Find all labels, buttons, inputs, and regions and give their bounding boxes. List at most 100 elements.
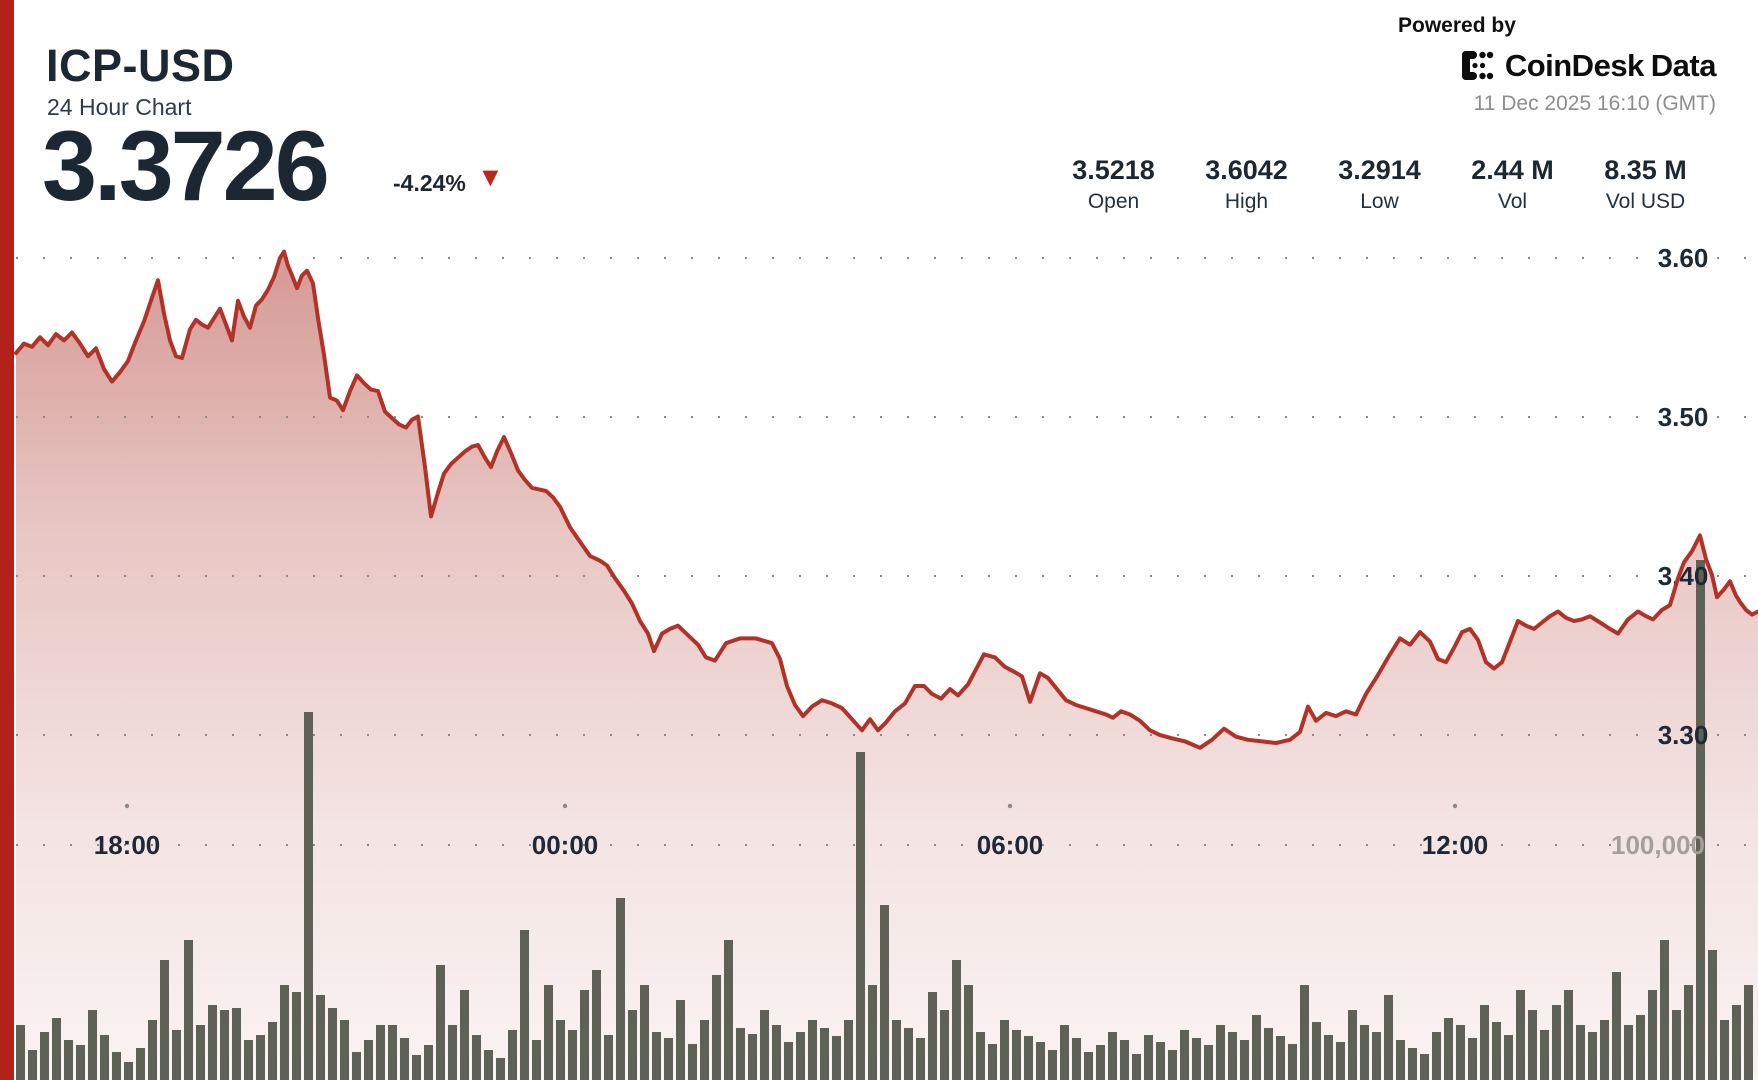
volume-bar [1564, 990, 1573, 1080]
stat-vol-usd: 8.35 M Vol USD [1579, 155, 1712, 214]
tick-dot [562, 803, 568, 809]
volume-bar [328, 1008, 337, 1080]
volume-bar [772, 1025, 781, 1080]
volume-bar [316, 995, 325, 1080]
volume-bar [388, 1025, 397, 1080]
volume-bar [1096, 1045, 1105, 1080]
volume-bar [88, 1010, 97, 1080]
volume-bar [580, 990, 589, 1080]
volume-bar [640, 985, 649, 1080]
volume-bar [184, 940, 193, 1080]
volume-bar [1444, 1018, 1453, 1080]
volume-bar [868, 985, 877, 1080]
volume-bar [1252, 1015, 1261, 1080]
volume-bar [448, 1025, 457, 1080]
price-area-fill [16, 251, 1758, 1080]
volume-bar [1588, 1032, 1597, 1080]
volume-bar [1216, 1025, 1225, 1080]
volume-bar [1204, 1045, 1213, 1080]
volume-bar [124, 1062, 133, 1080]
volume-bar [1132, 1054, 1141, 1080]
volume-bar [808, 1020, 817, 1080]
powered-by-label: Powered by [1398, 14, 1516, 37]
volume-bar [1300, 985, 1309, 1080]
volume-bar [568, 1030, 577, 1080]
volume-bar [1600, 1020, 1609, 1080]
volume-bar [712, 975, 721, 1080]
volume-bar [340, 1020, 349, 1080]
volume-bar [1408, 1048, 1417, 1080]
volume-bar [280, 985, 289, 1080]
volume-bar [940, 1010, 949, 1080]
volume-bar [1420, 1054, 1429, 1080]
low-value: 3.2914 [1338, 155, 1421, 185]
open-label: Open [1087, 189, 1140, 213]
volume-bar [976, 1032, 985, 1080]
volume-bar [1228, 1032, 1237, 1080]
volume-bar [892, 1020, 901, 1080]
stat-vol: 2.44 M Vol [1446, 155, 1579, 214]
volume-bar [28, 1050, 37, 1080]
volume-bar [1660, 940, 1669, 1080]
volume-bar [1720, 1020, 1729, 1080]
volume-bar [400, 1038, 409, 1080]
volume-bar [1264, 1028, 1273, 1080]
volume-bar [736, 1028, 745, 1080]
volume-bar [1036, 1042, 1045, 1080]
high-label: High [1224, 189, 1269, 213]
tick-dot [1007, 803, 1013, 809]
attribution-block: Powered by CoinDesk Data 11 Dec 2025 16:1… [1398, 14, 1717, 116]
volume-bar [724, 940, 733, 1080]
volume-bar [1012, 1030, 1021, 1080]
volume-bar [1456, 1025, 1465, 1080]
volume-bar [1048, 1050, 1057, 1080]
x-axis-label: 12:00 [1422, 830, 1489, 860]
volume-bar [760, 1010, 769, 1080]
volume-bar [616, 898, 625, 1080]
y-axis-label: 3.60 [1658, 243, 1709, 273]
volume-bar [1528, 1010, 1537, 1080]
volume-bar [556, 1020, 565, 1080]
volume-bar [544, 985, 553, 1080]
volume-bar [1696, 560, 1705, 1080]
volume-bar [496, 1058, 505, 1080]
volume-bar [652, 1032, 661, 1080]
brand-name: CoinDesk Data [1504, 47, 1717, 83]
volume-bar [1708, 950, 1717, 1080]
volume-bar [1396, 1040, 1405, 1080]
volume-bar [148, 1020, 157, 1080]
x-axis-label: 18:00 [94, 830, 161, 860]
volume-bar [1372, 1032, 1381, 1080]
volume-bar [1384, 995, 1393, 1080]
volume-bar [832, 1036, 841, 1080]
volume-bar [1732, 1005, 1741, 1080]
volume-bar [1648, 990, 1657, 1080]
volume-bar [1492, 1022, 1501, 1080]
symbol-title: ICP-USD [46, 40, 235, 91]
volume-bar [1744, 985, 1753, 1080]
volume-bar [160, 960, 169, 1080]
volume-bar [820, 1028, 829, 1080]
volume-bar [1468, 1038, 1477, 1080]
volume-bar [532, 1040, 541, 1080]
volume-bar [1240, 1040, 1249, 1080]
volume-bar [1084, 1052, 1093, 1080]
volume-bar [136, 1048, 145, 1080]
volume-bar [16, 1025, 25, 1080]
volume-bar [436, 965, 445, 1080]
volume-bar [1672, 1010, 1681, 1080]
volume-bar [1480, 1005, 1489, 1080]
stat-high: 3.6042 High [1180, 155, 1313, 214]
volume-bar [256, 1035, 265, 1080]
volume-bar [1504, 1035, 1513, 1080]
volume-bar [1288, 1044, 1297, 1080]
volume-bar [700, 1020, 709, 1080]
volume-bar [484, 1050, 493, 1080]
volume-bar [208, 1005, 217, 1080]
volume-bar [664, 1038, 673, 1080]
last-price: 3.3726 [42, 110, 330, 221]
volume-bar [64, 1040, 73, 1080]
volume-bar [100, 1035, 109, 1080]
low-label: Low [1360, 189, 1399, 213]
